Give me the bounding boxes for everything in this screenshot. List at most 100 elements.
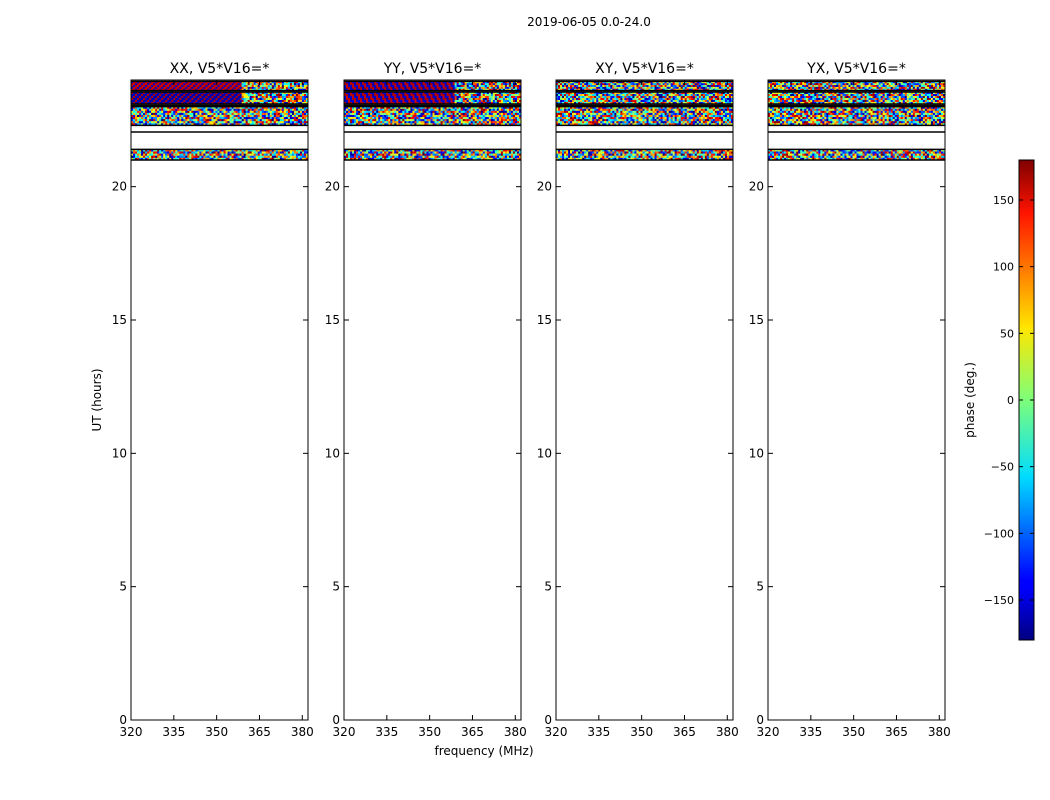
phase-cell bbox=[500, 153, 504, 157]
phase-cell bbox=[207, 121, 210, 124]
phase-cell bbox=[157, 157, 160, 161]
phase-cell bbox=[466, 81, 469, 84]
phase-cell bbox=[484, 114, 488, 118]
phase-cell bbox=[424, 102, 427, 105]
phase-cell bbox=[386, 119, 389, 122]
phase-cell bbox=[279, 108, 283, 112]
phase-cell bbox=[642, 83, 645, 86]
phase-cell bbox=[267, 108, 271, 112]
phase-cell bbox=[165, 117, 168, 120]
phase-cell bbox=[360, 96, 363, 99]
phase-cell bbox=[207, 83, 210, 86]
phase-cell bbox=[420, 83, 423, 86]
phase-cell bbox=[249, 96, 252, 99]
phase-cell bbox=[512, 106, 516, 110]
phase-cell bbox=[187, 149, 190, 152]
phase-cell bbox=[512, 100, 516, 103]
phase-cell bbox=[289, 121, 293, 124]
phase-cell bbox=[358, 117, 361, 120]
phase-cell bbox=[231, 94, 234, 97]
phase-cell bbox=[498, 108, 502, 112]
phase-cell bbox=[233, 157, 236, 161]
phase-cell bbox=[245, 85, 248, 88]
phase-cell bbox=[145, 151, 148, 154]
phase-cell bbox=[275, 100, 279, 103]
phase-cell bbox=[352, 83, 355, 86]
phase-cell bbox=[388, 86, 391, 90]
phase-cell bbox=[442, 112, 445, 116]
phase-cell bbox=[408, 121, 411, 124]
phase-cell bbox=[504, 96, 508, 99]
phase-cell bbox=[301, 153, 305, 157]
phase-cell bbox=[303, 94, 307, 97]
phase-cell bbox=[197, 114, 200, 118]
phase-cell bbox=[428, 117, 431, 120]
phase-cell bbox=[191, 88, 194, 91]
phase-cell bbox=[251, 112, 254, 116]
phase-cell bbox=[269, 96, 273, 99]
phase-cell bbox=[458, 149, 461, 152]
phase-cell bbox=[508, 121, 512, 124]
phase-cell bbox=[209, 117, 212, 120]
phase-cell bbox=[450, 149, 453, 152]
phase-cell bbox=[297, 81, 301, 84]
phase-cell bbox=[422, 121, 425, 124]
phase-cell bbox=[181, 100, 184, 103]
phase-cell bbox=[444, 157, 447, 161]
phase-cell bbox=[287, 83, 291, 86]
phase-cell bbox=[494, 81, 498, 84]
phase-cell bbox=[478, 153, 482, 157]
phase-cell bbox=[245, 108, 248, 112]
phase-cell bbox=[442, 121, 445, 124]
phase-cell bbox=[450, 119, 453, 122]
phase-cell bbox=[372, 81, 375, 84]
phase-cell bbox=[558, 83, 561, 86]
phase-cell bbox=[237, 86, 240, 90]
phase-cell bbox=[628, 83, 631, 86]
phase-band bbox=[131, 91, 309, 105]
phase-cell bbox=[614, 83, 617, 86]
phase-cell bbox=[478, 151, 482, 154]
phase-cell bbox=[346, 106, 349, 110]
phase-cell bbox=[418, 81, 421, 84]
phase-cell bbox=[514, 83, 518, 86]
phase-cell bbox=[169, 114, 172, 118]
phase-cell bbox=[402, 114, 405, 118]
phase-cell bbox=[722, 86, 726, 90]
phase-cell bbox=[261, 94, 265, 97]
phase-cell bbox=[205, 112, 208, 116]
phase-cell bbox=[602, 92, 605, 95]
phase-cell bbox=[245, 88, 248, 91]
phase-cell bbox=[231, 81, 234, 84]
phase-cell bbox=[213, 86, 216, 90]
phase-cell bbox=[237, 98, 240, 101]
phase-cell bbox=[434, 98, 437, 101]
phase-cell bbox=[518, 83, 522, 86]
phase-cell bbox=[303, 108, 307, 112]
phase-cell bbox=[217, 100, 220, 103]
phase-cell bbox=[392, 110, 395, 114]
phase-cell bbox=[197, 112, 200, 116]
phase-cell bbox=[173, 108, 176, 112]
phase-band bbox=[131, 105, 309, 127]
phase-cell bbox=[215, 114, 218, 118]
phase-cell bbox=[350, 112, 353, 116]
phase-cell bbox=[432, 108, 435, 112]
phase-cell bbox=[171, 151, 174, 154]
phase-cell bbox=[462, 100, 465, 103]
phase-cell bbox=[161, 96, 164, 99]
phase-cell bbox=[249, 86, 252, 90]
phase-cell bbox=[440, 123, 443, 126]
phase-cell bbox=[197, 117, 200, 120]
phase-cell bbox=[444, 121, 447, 124]
phase-cell bbox=[472, 106, 476, 110]
phase-cell bbox=[400, 151, 403, 154]
phase-cell bbox=[217, 119, 220, 122]
phase-cell bbox=[219, 83, 222, 86]
phase-cell bbox=[446, 151, 449, 154]
phase-cell bbox=[213, 92, 216, 95]
phase-cell bbox=[281, 98, 285, 101]
phase-cell bbox=[560, 86, 563, 90]
phase-cell bbox=[155, 96, 158, 99]
phase-cell bbox=[237, 151, 240, 154]
